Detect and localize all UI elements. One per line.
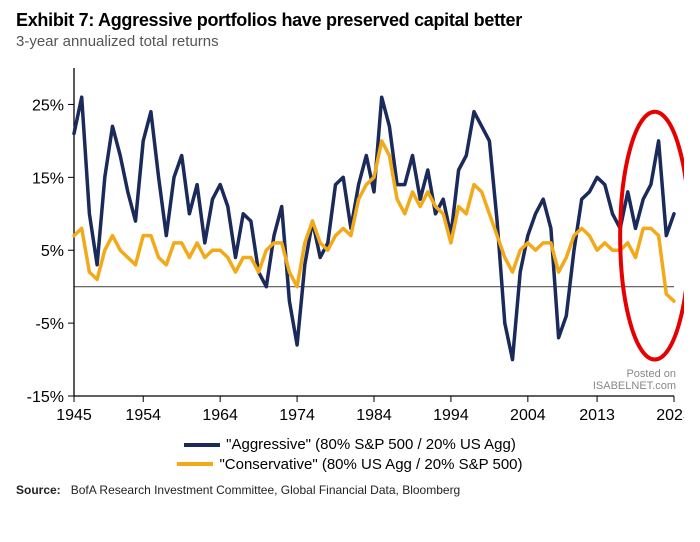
source-text: BofA Research Investment Committee, Glob… (71, 483, 461, 497)
source-line: Source: BofA Research Investment Committ… (16, 483, 684, 497)
line-chart-svg: -15% -5% 5% 15% 25% 1945 1954 1964 1974 1984 1994 2… (16, 60, 684, 430)
svg-text:25%: 25% (32, 97, 64, 114)
plot-area: -15% -5% 5% 15% 25% 1945 1954 1964 1974 1984 1994 2… (16, 60, 684, 430)
legend: "Aggressive" (80% S&P 500 / 20% US Agg) … (16, 434, 684, 473)
legend-item-aggressive: "Aggressive" (80% S&P 500 / 20% US Agg) (184, 436, 516, 453)
legend-label-conservative: "Conservative" (80% US Agg / 20% S&P 500… (219, 456, 522, 473)
svg-text:1984: 1984 (356, 407, 392, 424)
source-label: Source: (16, 483, 61, 497)
legend-label-aggressive: "Aggressive" (80% S&P 500 / 20% US Agg) (226, 436, 516, 453)
svg-text:5%: 5% (41, 243, 64, 260)
svg-text:1945: 1945 (56, 407, 92, 424)
svg-text:15%: 15% (32, 170, 64, 187)
chart-title: Exhibit 7: Aggressive portfolios have pr… (16, 10, 684, 31)
svg-text:2013: 2013 (579, 407, 615, 424)
svg-text:2004: 2004 (510, 407, 546, 424)
svg-text:-15%: -15% (27, 389, 64, 406)
watermark: Posted on ISABELNET.com (593, 368, 676, 392)
svg-text:-5%: -5% (36, 316, 64, 333)
legend-item-conservative: "Conservative" (80% US Agg / 20% S&P 500… (177, 456, 522, 473)
svg-text:1994: 1994 (433, 407, 469, 424)
watermark-line2: ISABELNET.com (593, 380, 676, 392)
svg-text:2023: 2023 (656, 407, 684, 424)
svg-text:1954: 1954 (125, 407, 161, 424)
svg-text:1964: 1964 (202, 407, 238, 424)
legend-swatch-aggressive (184, 443, 220, 447)
watermark-line1: Posted on (626, 368, 676, 380)
chart-subtitle: 3-year annualized total returns (16, 33, 684, 50)
svg-text:1974: 1974 (279, 407, 315, 424)
chart-container: Exhibit 7: Aggressive portfolios have pr… (0, 0, 700, 542)
legend-swatch-conservative (177, 462, 213, 466)
